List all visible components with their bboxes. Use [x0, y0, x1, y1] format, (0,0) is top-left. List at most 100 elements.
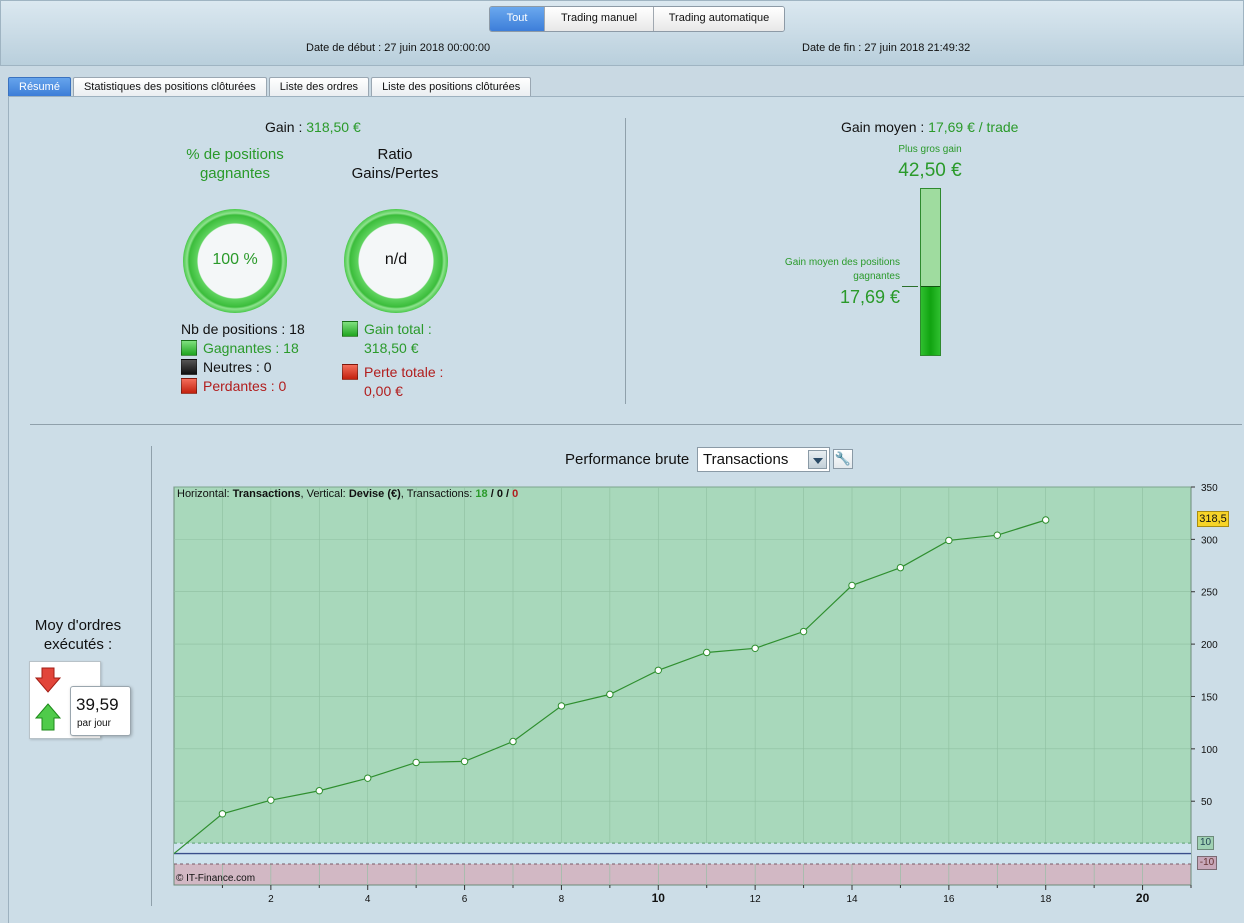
x-tick-label: 4 [365, 894, 371, 905]
avg-gain-bar-fill [921, 285, 940, 355]
data-point [703, 648, 711, 657]
chevron-down-icon[interactable] [808, 450, 827, 469]
start-date: Date de début : 27 juin 2018 00:00:00 [306, 42, 490, 54]
positions-legend: Nb de positions : 18 Gagnantes : 18 Neut… [181, 320, 305, 396]
wrench-icon[interactable]: 🔧 [833, 449, 853, 469]
y-tick-label: 50 [1201, 797, 1213, 808]
top-bar: Tout Trading manuel Trading automatique … [0, 0, 1244, 66]
data-point [315, 787, 323, 795]
data-point [654, 666, 662, 674]
ratio-gauge: n/d [344, 209, 448, 313]
orders-label-line2: exécutés : [43, 636, 113, 653]
data-point [509, 737, 517, 746]
chart-info-neutral: 0 [496, 488, 503, 500]
neutral-count: Neutres : 0 [203, 359, 272, 375]
avg-gain-value: 17,69 € / trade [928, 119, 1019, 135]
x-tick-label: 6 [462, 894, 468, 905]
chart-copyright: © IT-Finance.com [176, 873, 256, 884]
tab-closed-stats[interactable]: Statistiques des positions clôturées [72, 77, 267, 97]
left-divider [151, 446, 152, 906]
positive-area [174, 487, 1191, 854]
vertical-divider [625, 118, 626, 404]
y-tick-label: 250 [1201, 588, 1218, 599]
biggest-gain-label: Plus gros gain [898, 144, 962, 155]
win-pct-title: % de positions gagnantes [186, 146, 284, 182]
orders-arrows-icon [34, 667, 62, 731]
mode-all-button[interactable]: Tout [490, 7, 545, 31]
upper-band-label: 10 [1197, 836, 1214, 850]
avg-gain-header: Gain moyen : 17,69 € / trade [841, 119, 1018, 135]
start-date-value: 27 juin 2018 00:00:00 [384, 42, 491, 54]
perf-select-value: Transactions [703, 451, 789, 468]
data-point [364, 774, 372, 782]
perf-select[interactable]: Transactions [697, 447, 830, 472]
neutral-swatch [181, 359, 197, 375]
avg-gain-label: Gain moyen : [841, 119, 925, 135]
lower-band-label: -10 [1197, 856, 1217, 870]
win-pct-value: 100 % [212, 251, 258, 268]
avg-win-value: 17,69 € [839, 287, 900, 307]
total-loss-swatch [342, 364, 358, 380]
chart-info: Horizontal: Transactions, Vertical: Devi… [177, 488, 518, 500]
horizontal-divider [30, 424, 1242, 425]
winners-swatch [181, 340, 197, 356]
x-tick-label: 10 [652, 891, 666, 905]
data-point [945, 536, 953, 545]
losers-count: Perdantes : 0 [203, 378, 287, 394]
orders-unit: par jour [77, 718, 111, 729]
data-point [751, 644, 759, 652]
last-value-label: 318,5 [1197, 511, 1229, 527]
mode-manual-button[interactable]: Trading manuel [545, 7, 654, 31]
chart-info-sep2: / [502, 488, 513, 500]
data-point [218, 810, 227, 818]
gain-label: Gain : [265, 119, 303, 135]
total-loss-label: Perte totale : [364, 364, 444, 380]
y-tick-label: 200 [1201, 640, 1218, 651]
avg-win-label-line2: gagnantes [853, 271, 900, 282]
avg-win-label: Gain moyen des positions gagnantes [740, 256, 900, 284]
end-date-value: 27 juin 2018 21:49:32 [864, 42, 971, 54]
data-point [460, 757, 469, 766]
data-point [1042, 516, 1050, 524]
x-tick-label: 8 [559, 894, 565, 905]
data-point [896, 563, 905, 572]
chart-info-v-value: Devise (€) [348, 488, 401, 500]
mode-auto-button[interactable]: Trading automatique [654, 7, 784, 31]
gain-value: 318,50 € [306, 119, 361, 135]
x-tick-label: 14 [846, 894, 858, 905]
y-tick-label: 100 [1201, 745, 1218, 756]
data-point [606, 690, 614, 699]
x-tick-label: 20 [1136, 891, 1150, 905]
losers-swatch [181, 378, 197, 394]
y-tick-label: 350 [1201, 483, 1218, 494]
data-point [993, 531, 1001, 539]
total-gain-value: 318,50 € [364, 340, 419, 356]
start-date-label: Date de début : [306, 42, 382, 54]
biggest-gain-value: 42,50 € [898, 160, 962, 181]
perf-title: Performance brute [565, 451, 690, 468]
win-pct-gauge: 100 % [183, 209, 287, 313]
total-loss-value: 0,00 € [364, 383, 403, 399]
x-tick-label: 16 [943, 894, 955, 905]
totals-legend: Gain total : 318,50 € Perte totale : 0,0… [342, 320, 443, 401]
tab-summary[interactable]: Résumé [8, 77, 71, 97]
y-tick-label: 150 [1201, 692, 1218, 703]
avg-win-label-line1: Gain moyen des positions [784, 257, 900, 268]
chart-info-h-value: Transactions [232, 488, 301, 500]
orders-label: Moy d'ordres exécutés : [20, 616, 136, 654]
chart-info-h-label: Horizontal: [177, 488, 230, 500]
x-tick-label: 18 [1040, 894, 1052, 905]
total-gain-label: Gain total : [364, 321, 432, 337]
x-tick-label: 12 [750, 894, 762, 905]
tab-orders[interactable]: Liste des ordres [268, 77, 370, 97]
gain-header: Gain : 318,50 € [265, 119, 361, 135]
data-point [412, 758, 420, 767]
data-point [799, 627, 808, 636]
y-tick-label: 300 [1201, 535, 1218, 546]
x-tick-label: 2 [268, 894, 274, 905]
orders-badge: 39,59 par jour [70, 686, 131, 736]
mode-switch: Tout Trading manuel Trading automatique [489, 6, 785, 32]
positions-count: Nb de positions : 18 [181, 321, 305, 337]
tab-closed-list[interactable]: Liste des positions clôturées [371, 77, 532, 97]
